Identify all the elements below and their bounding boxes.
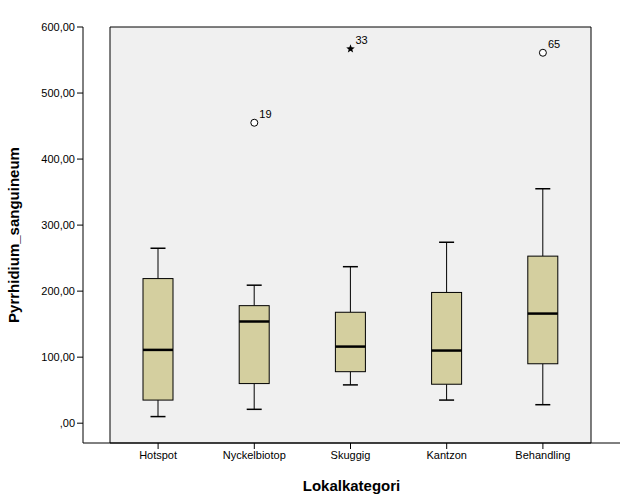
svg-text:400,00: 400,00 <box>41 153 75 165</box>
svg-text:300,00: 300,00 <box>41 219 75 231</box>
svg-text:Pyrrhidium_sanguineum: Pyrrhidium_sanguineum <box>8 147 22 323</box>
svg-text:200,00: 200,00 <box>41 285 75 297</box>
svg-text:Behandling: Behandling <box>515 449 570 461</box>
svg-text:500,00: 500,00 <box>41 87 75 99</box>
svg-text:65: 65 <box>548 38 560 50</box>
svg-text:,00: ,00 <box>60 417 75 429</box>
svg-text:100,00: 100,00 <box>41 351 75 363</box>
svg-text:Kantzon: Kantzon <box>427 449 467 461</box>
svg-text:Skuggig: Skuggig <box>331 449 371 461</box>
svg-text:Hotspot: Hotspot <box>139 449 177 461</box>
svg-text:19: 19 <box>259 108 271 120</box>
svg-text:600,00: 600,00 <box>41 21 75 33</box>
svg-text:Lokalkategori: Lokalkategori <box>303 477 401 494</box>
svg-text:33: 33 <box>356 34 368 46</box>
svg-text:Nyckelbiotop: Nyckelbiotop <box>223 449 286 461</box>
